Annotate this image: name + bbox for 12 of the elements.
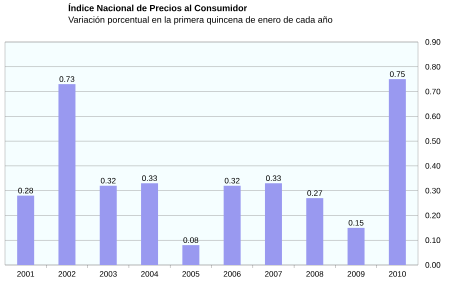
bar	[224, 186, 241, 265]
bar	[100, 186, 117, 265]
bar	[17, 196, 34, 265]
bar	[141, 183, 158, 265]
bar	[348, 228, 365, 265]
bar	[264, 183, 282, 265]
chart-title: Índice Nacional de Precios al Consumidor	[68, 3, 247, 12]
bar	[388, 79, 406, 265]
bar	[58, 84, 76, 265]
chart-subtitle: Variación porcentual en la primera quincena de enero de cada año	[68, 16, 332, 25]
bar	[182, 245, 200, 265]
bar	[306, 198, 324, 265]
